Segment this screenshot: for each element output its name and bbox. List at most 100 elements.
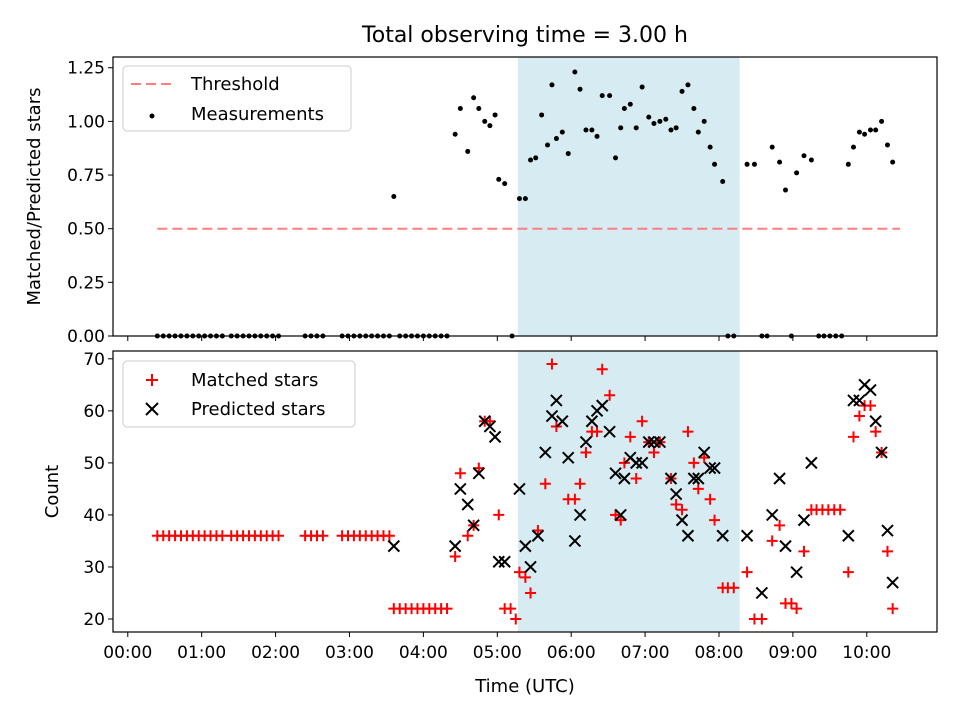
top-axes-frame — [112, 56, 938, 337]
predicted-point — [556, 415, 569, 428]
top-y-tick-label: 1.00 — [67, 112, 105, 132]
predicted-point — [681, 529, 695, 542]
matched-point — [441, 603, 453, 615]
matched-point — [505, 603, 517, 615]
matched-point — [676, 504, 688, 516]
measurement-point — [457, 106, 463, 112]
measurement-point — [533, 155, 539, 161]
measurement-point — [783, 187, 789, 193]
measurement-point — [613, 155, 619, 161]
predicted-point — [740, 529, 754, 542]
top-y-tick-label: 0.25 — [67, 273, 105, 293]
matched-point — [847, 431, 859, 443]
predicted-point — [669, 487, 683, 501]
x-tick-label: 03:00 — [325, 643, 374, 663]
predicted-point — [618, 472, 631, 485]
measurement-point — [572, 69, 578, 75]
measurement-point — [651, 121, 657, 127]
matched-point — [462, 530, 474, 542]
legend-measurement-swatch — [149, 113, 155, 119]
legend-predicted-swatch — [145, 402, 159, 416]
predicted-point — [869, 415, 882, 428]
legend-measurement-label: Measurements — [191, 104, 324, 125]
x-tick-label: 08:00 — [694, 643, 743, 663]
matched-point — [834, 504, 846, 516]
bottom-y-tick-label: 70 — [83, 350, 105, 370]
x-tick-label: 07:00 — [621, 643, 670, 663]
predicted-point — [716, 529, 729, 542]
measurement-point — [589, 127, 595, 133]
measurement-point — [522, 196, 528, 202]
measurement-point — [712, 161, 718, 167]
matched-point — [709, 514, 721, 526]
matched-point — [273, 530, 285, 542]
measurement-point — [801, 153, 807, 159]
measurement-point — [516, 196, 522, 202]
matched-point — [698, 452, 710, 464]
predicted-point — [881, 524, 894, 537]
x-tick-label: 01:00 — [177, 643, 226, 663]
x-tick-label: 09:00 — [768, 643, 817, 663]
predicted-point — [531, 529, 545, 542]
top-observing-window — [517, 57, 740, 336]
chart-title: Total observing time = 3.00 h — [361, 23, 688, 48]
measurement-point — [492, 112, 498, 118]
matched-point — [383, 530, 395, 542]
matched-point — [688, 457, 700, 469]
predicted-point — [642, 435, 655, 449]
measurement-point — [646, 114, 652, 120]
bottom-y-tick-label: 60 — [83, 402, 105, 422]
predicted-point — [773, 472, 786, 485]
predicted-point — [596, 399, 609, 412]
bottom-y-tick-label: 40 — [83, 506, 105, 526]
predicted-point — [847, 394, 860, 407]
matched-point — [610, 509, 622, 521]
bottom-x-axis: 00:00 01:00 02:00 03:00 04:00 05:00 06:00 07:00… — [103, 632, 891, 663]
matched-point — [591, 426, 603, 438]
matched-point — [648, 446, 660, 458]
top-y-axis-label: Matched/Predicted stars — [24, 88, 45, 306]
predicted-point — [842, 529, 855, 542]
bottom-panel: 20 30 40 50 60 70 00:00 01:00 02:00 03:00 04:00 05… — [42, 350, 938, 697]
matched-point — [785, 597, 797, 609]
top-y-tick-label: 0.50 — [67, 220, 105, 240]
measurement-point — [685, 82, 691, 88]
predicted-point — [635, 456, 649, 470]
matched-point — [550, 420, 562, 432]
matched-point — [510, 613, 522, 625]
predicted-point — [664, 472, 678, 485]
predicted-point — [779, 539, 792, 553]
matched-point — [454, 467, 466, 479]
measurement-point — [695, 129, 701, 135]
matched-point — [630, 472, 642, 484]
measurement-point — [549, 82, 555, 88]
predicted-point — [513, 482, 526, 496]
legend-threshold-label: Threshold — [190, 74, 280, 95]
predicted-point — [488, 430, 502, 444]
measurement-point — [553, 136, 559, 142]
measurement-point — [539, 112, 545, 118]
x-tick-label: 04:00 — [399, 643, 448, 663]
measurement-point — [701, 118, 707, 124]
top-panel: 0.00 0.25 0.50 0.75 1.00 1.25 Matched/Predict… — [24, 56, 938, 347]
top-y-tick-label: 0.00 — [67, 327, 105, 347]
matched-point — [791, 603, 803, 615]
measurement-point — [545, 142, 551, 148]
measurement-point — [621, 106, 627, 112]
matched-point — [493, 509, 505, 521]
x-axis-label: Time (UTC) — [474, 676, 575, 697]
top-legend: Threshold Measurements — [122, 65, 352, 132]
predicted-point — [524, 560, 537, 574]
top-y-tick-label: 0.75 — [67, 166, 105, 186]
measurement-point — [633, 125, 639, 131]
predicted-point — [550, 394, 563, 407]
measurement-point — [884, 142, 890, 148]
measurement-point — [502, 181, 508, 187]
matched-point — [484, 415, 496, 427]
measurement-point — [867, 127, 873, 133]
measurement-point — [476, 106, 482, 112]
measurement-point — [559, 129, 565, 135]
measurement-point — [890, 159, 896, 165]
matched-point — [618, 457, 630, 469]
